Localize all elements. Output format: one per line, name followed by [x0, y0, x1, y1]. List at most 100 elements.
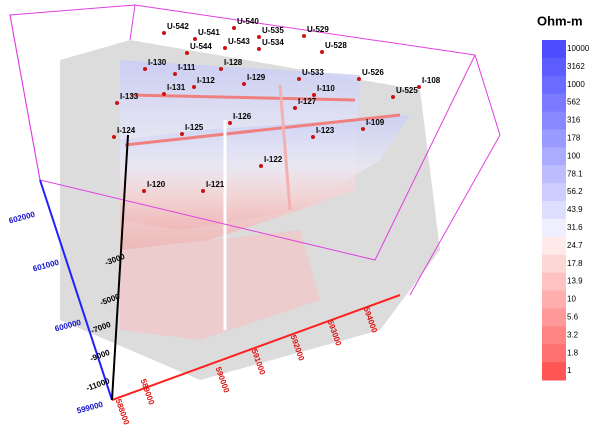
legend-swatch — [542, 75, 566, 95]
legend-swatch — [542, 308, 566, 327]
legend-swatch — [542, 165, 566, 184]
legend-label: 56.2 — [567, 187, 583, 196]
bounding-box — [9, 4, 501, 296]
well-label: I-124 — [117, 126, 136, 135]
legend-label: 1000 — [567, 80, 585, 89]
model-volume — [60, 40, 440, 380]
legend-label: 78.1 — [567, 169, 583, 178]
well-marker — [417, 85, 421, 89]
well-label: I-112 — [197, 76, 215, 85]
well-marker — [242, 82, 246, 86]
legend-label: 10 — [567, 295, 576, 304]
legend-label: 43.9 — [567, 205, 583, 214]
legend-label: 3.2 — [567, 330, 579, 339]
well-marker — [223, 46, 227, 50]
legend-title: Ohm-m — [537, 13, 583, 28]
well-label: I-133 — [120, 92, 139, 101]
legend-swatch — [542, 290, 566, 309]
well-marker — [293, 106, 297, 110]
y-tick-label: 599000 — [76, 400, 105, 416]
legend-label: 17.8 — [567, 259, 583, 268]
legend-swatch — [542, 218, 566, 238]
legend-swatch — [542, 362, 566, 381]
legend-label: 5.6 — [567, 312, 579, 321]
x-tick-label: 588000 — [114, 398, 132, 427]
well-marker — [297, 77, 301, 81]
well-label: U-533 — [302, 68, 324, 77]
well-marker — [312, 93, 316, 97]
y-tick-label: 600000 — [54, 318, 83, 334]
well-label: I-123 — [316, 126, 335, 135]
well-label: I-130 — [148, 58, 167, 67]
legend-swatch — [542, 344, 566, 363]
well-marker — [391, 95, 395, 99]
legend-swatch — [542, 272, 566, 292]
legend-label: 3162 — [567, 62, 585, 71]
well-label: I-122 — [264, 155, 283, 164]
legend-label: 1.8 — [567, 348, 579, 357]
well-marker — [302, 34, 306, 38]
y-tick-label: 601000 — [32, 258, 61, 274]
well-label: I-128 — [224, 58, 243, 67]
well-marker — [357, 77, 361, 81]
well-marker — [257, 47, 261, 51]
well-marker — [219, 67, 223, 71]
legend-swatch — [542, 40, 566, 59]
well-label: U-544 — [190, 42, 212, 51]
well-marker — [142, 189, 146, 193]
legend-label: 10000 — [567, 44, 589, 53]
well-label: I-126 — [233, 112, 252, 121]
well-marker — [112, 135, 116, 139]
well-label: U-541 — [198, 28, 220, 37]
legend-swatch — [542, 147, 566, 166]
legend-swatch — [542, 57, 566, 77]
well-marker — [259, 164, 263, 168]
x-tick-label: 589000 — [139, 378, 157, 407]
legend-swatch — [542, 201, 566, 220]
well-label: U-535 — [262, 26, 284, 35]
legend-label: 24.7 — [567, 241, 583, 250]
well-label: I-109 — [366, 118, 385, 127]
legend-swatch — [542, 254, 566, 274]
well-marker — [162, 31, 166, 35]
legend-label: 178 — [567, 134, 581, 143]
well-marker — [115, 101, 119, 105]
well-marker — [185, 51, 189, 55]
well-marker — [192, 85, 196, 89]
legend-label: 1 — [567, 366, 572, 375]
well-label: I-129 — [247, 73, 266, 82]
legend-label: 562 — [567, 98, 581, 107]
well-marker — [143, 67, 147, 71]
well-label: I-127 — [298, 97, 317, 106]
well-marker — [361, 127, 365, 131]
well-label: I-120 — [147, 180, 166, 189]
legend-swatch — [542, 183, 566, 202]
legend-swatch — [542, 93, 566, 113]
well-label: I-108 — [422, 76, 441, 85]
well-marker — [201, 189, 205, 193]
legend-label: 13.9 — [567, 277, 583, 286]
legend-swatch — [542, 236, 566, 256]
legend-label: 100 — [567, 151, 581, 160]
well-label: U-526 — [362, 68, 384, 77]
well-marker — [311, 135, 315, 139]
legend-swatch — [542, 129, 566, 148]
y-tick-label: 602000 — [8, 210, 37, 226]
well-marker — [193, 37, 197, 41]
well-label: U-528 — [325, 41, 347, 50]
legend-label: 316 — [567, 116, 581, 125]
well-marker — [162, 92, 166, 96]
axes — [39, 134, 401, 401]
legend-label: 31.6 — [567, 223, 583, 232]
well-label: I-125 — [185, 123, 204, 132]
z-tick-label: -11000 — [85, 376, 112, 393]
well-label: U-542 — [167, 22, 189, 31]
well-marker — [228, 121, 232, 125]
well-label: U-525 — [396, 86, 418, 95]
legend-swatch — [542, 111, 566, 130]
well-label: I-121 — [206, 180, 225, 189]
well-label: I-111 — [178, 63, 196, 72]
legend: Ohm-m — [537, 13, 583, 28]
well-label: U-543 — [228, 37, 250, 46]
